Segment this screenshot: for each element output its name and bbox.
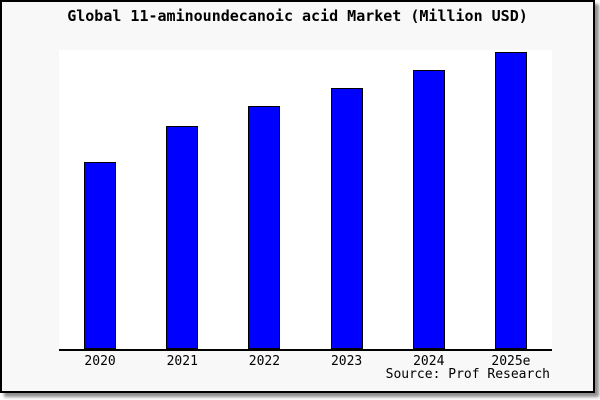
bar-2023	[330, 88, 363, 349]
bar-2024	[412, 70, 445, 349]
x-tick-label-2022: 2022	[248, 354, 281, 369]
x-tick-label-2024: 2024	[413, 354, 445, 369]
x-tick-label-2025e: 2025e	[491, 354, 531, 369]
bar-2021	[166, 126, 199, 349]
bar-slot	[141, 126, 223, 349]
bar-2020	[84, 162, 117, 349]
x-tick-label-2021: 2021	[166, 354, 198, 369]
plot-area	[59, 50, 552, 351]
source-note: Source: Prof Research	[385, 367, 550, 382]
chart-window: Global 11-aminoundecanoic acid Market (M…	[0, 0, 595, 393]
bar-slot	[306, 88, 388, 349]
bars-row	[59, 50, 552, 349]
bar-2022	[248, 106, 281, 349]
x-tick-label-2020: 2020	[84, 354, 116, 369]
x-tick-label-2023: 2023	[330, 354, 363, 369]
bar-slot	[59, 162, 141, 349]
bar-slot	[388, 70, 470, 349]
chart-title: Global 11-aminoundecanoic acid Market (M…	[67, 7, 528, 25]
bar-2025e	[494, 52, 527, 349]
bar-slot	[470, 52, 552, 349]
x-axis-tick-labels: 2020 2021 2022 2023 2024 2025e	[59, 355, 552, 369]
bar-slot	[223, 106, 305, 349]
